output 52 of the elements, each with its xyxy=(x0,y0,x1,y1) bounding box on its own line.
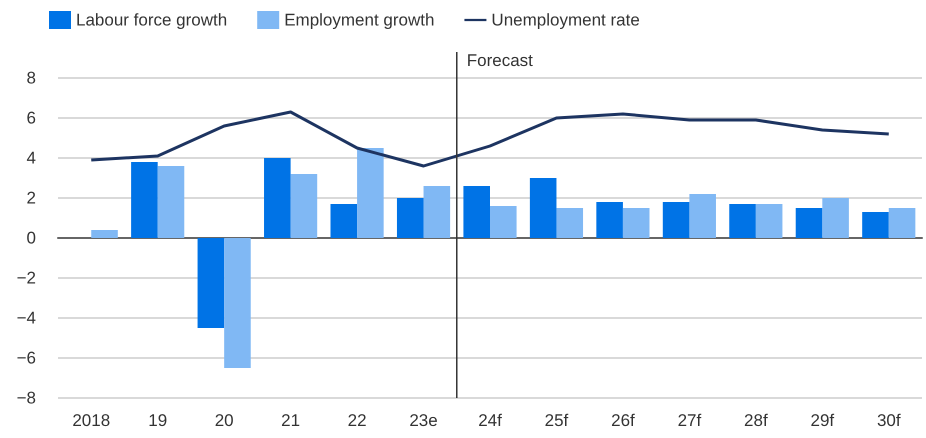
y-tick-label: −2 xyxy=(16,268,36,288)
legend-label: Employment growth xyxy=(284,10,434,30)
x-tick-label: 27f xyxy=(678,411,702,430)
y-tick-label: 4 xyxy=(26,148,36,168)
x-tick-label: 20 xyxy=(214,411,234,430)
bar xyxy=(622,208,650,238)
x-tick-label: 2018 xyxy=(72,411,110,430)
x-tick-label: 19 xyxy=(148,411,168,430)
bar xyxy=(596,202,623,238)
legend-label: Labour force growth xyxy=(76,10,228,30)
y-tick-label: −4 xyxy=(16,308,36,328)
bar xyxy=(888,208,916,238)
bar xyxy=(530,178,556,238)
x-tick-label: 28f xyxy=(744,411,768,430)
ref-line-label: Forecast xyxy=(466,51,534,70)
bar xyxy=(330,204,358,238)
x-tick-label: 22 xyxy=(348,411,367,430)
bar xyxy=(131,162,158,238)
y-tick-label: 6 xyxy=(26,108,36,128)
y-tick-label: −8 xyxy=(16,388,36,408)
bar xyxy=(198,238,224,328)
bar xyxy=(158,166,184,238)
bar xyxy=(396,198,424,238)
x-tick-label: 30f xyxy=(876,411,901,430)
bar xyxy=(796,208,822,238)
bar xyxy=(357,148,384,238)
x-tick-label: 25f xyxy=(544,411,569,430)
x-tick-label: 21 xyxy=(281,411,300,430)
line-series xyxy=(90,110,890,168)
bar xyxy=(822,198,849,238)
bar xyxy=(224,238,251,368)
bar xyxy=(689,194,716,238)
y-tick-label: 2 xyxy=(26,188,36,208)
bar xyxy=(862,212,889,238)
bar xyxy=(756,204,782,238)
bar xyxy=(662,202,690,238)
x-tick-label: 23e xyxy=(409,411,438,430)
x-tick-label: 24f xyxy=(478,411,502,430)
x-tick-label: 26f xyxy=(611,411,636,430)
legend-label: Unemployment rate xyxy=(491,10,640,30)
bar xyxy=(264,158,291,238)
bar xyxy=(91,230,118,238)
y-tick-label: 0 xyxy=(26,228,36,248)
bar xyxy=(463,186,490,238)
bar xyxy=(729,204,756,238)
bar xyxy=(424,186,450,238)
y-tick-label: −6 xyxy=(16,348,36,368)
bar xyxy=(490,206,517,238)
y-tick-label: 8 xyxy=(26,68,36,88)
x-tick-label: 29f xyxy=(810,411,834,430)
bar xyxy=(556,208,584,238)
bar xyxy=(290,174,318,238)
